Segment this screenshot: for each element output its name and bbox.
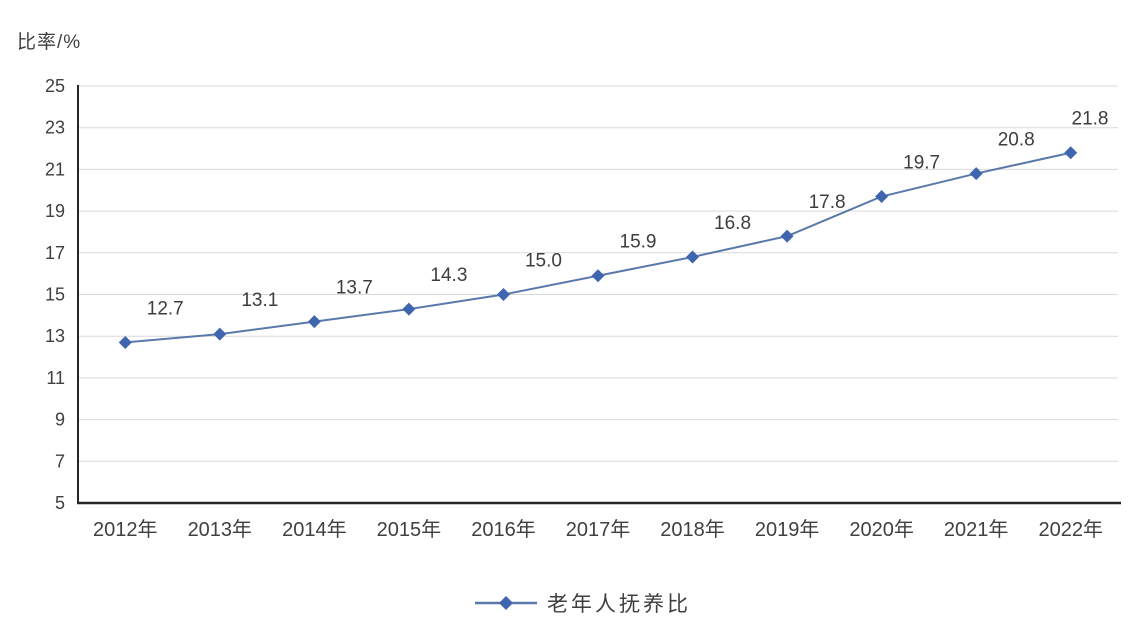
data-label: 14.3 [430, 265, 467, 286]
y-tick-label: 17 [45, 243, 65, 263]
y-tick-label: 19 [45, 201, 65, 221]
data-label: 20.8 [998, 130, 1035, 151]
y-tick-label: 7 [55, 451, 65, 471]
data-point-marker [875, 190, 889, 204]
y-tick-label: 13 [45, 326, 65, 346]
data-label: 13.7 [336, 278, 373, 299]
x-tick-label: 2020年 [849, 518, 914, 541]
data-point-marker [402, 302, 416, 316]
data-point-marker [780, 229, 794, 243]
x-tick-label: 2014年 [282, 518, 347, 541]
y-tick-label: 25 [45, 76, 65, 96]
data-label: 15.9 [620, 232, 657, 253]
plot-area: 5 7 9 11 13 15 17 19 21 23 25 2012年 2013年 2014年 2015年 2… [45, 76, 1121, 541]
data-label: 15.0 [525, 251, 562, 272]
x-tick-label: 2016年 [471, 518, 536, 541]
x-tick-label: 2015年 [377, 518, 442, 541]
data-label: 21.8 [1072, 109, 1109, 130]
data-point-marker [591, 269, 605, 283]
y-tick-label: 11 [46, 368, 65, 388]
series-line [125, 151, 1071, 344]
x-tick-label: 2013年 [188, 518, 253, 541]
legend-diamond [499, 596, 513, 610]
y-tick-label: 9 [55, 410, 65, 430]
legend: 老年人抚养比 [12, 588, 1142, 618]
y-axis-title: 比率/% [17, 32, 82, 53]
data-label: 13.1 [241, 290, 278, 311]
data-point-marker [1064, 146, 1078, 160]
y-tick-label: 23 [45, 118, 65, 138]
x-tick-label: 2017年 [566, 518, 631, 541]
data-point-marker [213, 327, 227, 341]
x-tick-label: 2019年 [755, 518, 820, 541]
x-tick-label: 2018年 [660, 518, 725, 541]
legend-series-label: 老年人抚养比 [547, 593, 691, 616]
y-tick-label: 5 [55, 493, 65, 513]
data-label: 12.7 [147, 298, 184, 319]
data-point-marker [118, 335, 132, 349]
data-point-marker [969, 167, 983, 181]
x-tick-label: 2021年 [944, 518, 1009, 541]
data-label: 17.8 [809, 192, 846, 213]
x-tick-label: 2012年 [93, 518, 158, 541]
x-tick-label: 2022年 [1038, 518, 1103, 541]
legend-line-marker-icon [475, 596, 537, 610]
data-label: 19.7 [903, 153, 940, 174]
y-tick-label: 15 [45, 285, 65, 305]
y-tick-label: 21 [45, 159, 65, 179]
data-point-marker [307, 315, 321, 329]
data-label: 16.8 [714, 213, 751, 234]
data-point-marker [686, 250, 700, 264]
data-point-marker [496, 288, 510, 301]
